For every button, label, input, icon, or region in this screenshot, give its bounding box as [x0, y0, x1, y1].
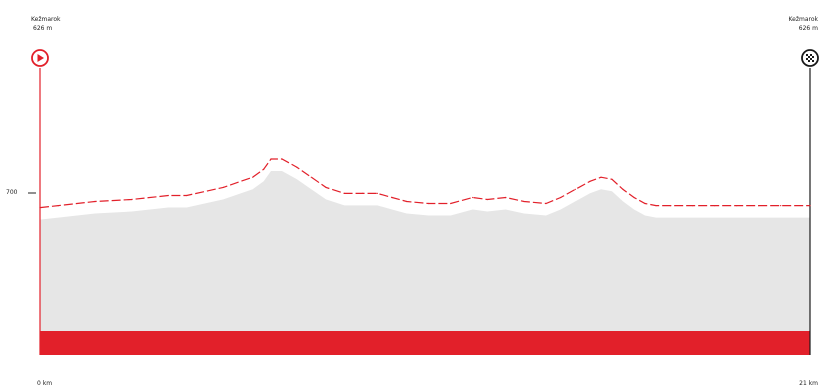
- road-baseline-band: [40, 331, 810, 355]
- elevation-point: [589, 180, 591, 182]
- elevation-point: [655, 205, 657, 207]
- elevation-point: [486, 198, 488, 201]
- elevation-point: [600, 176, 602, 178]
- start-altitude-label: 626 m: [33, 25, 53, 32]
- start-place-label: Kežmarok: [31, 16, 61, 23]
- elevation-point: [714, 205, 716, 207]
- start-km-label: 0 km: [37, 380, 53, 387]
- elevation-point: [131, 198, 133, 201]
- elevation-point: [692, 205, 694, 207]
- elevation-point: [94, 200, 96, 203]
- elevation-profile-line: [39, 158, 810, 209]
- elevation-point: [472, 196, 474, 199]
- elevation-point: [758, 205, 760, 207]
- y-tick-label: 700: [6, 189, 18, 196]
- elevation-point: [362, 192, 364, 194]
- elevation-point: [809, 205, 811, 207]
- elevation-point: [780, 205, 782, 207]
- elevation-point: [376, 192, 378, 194]
- elevation-point: [450, 202, 452, 205]
- elevation-point: [670, 205, 672, 207]
- elevation-point: [622, 188, 624, 190]
- elevation-point: [736, 205, 738, 207]
- finish-flag-icon: [801, 49, 819, 67]
- elevation-point: [310, 176, 312, 178]
- finish-place-label: Kežmarok: [788, 16, 818, 23]
- elevation-point: [270, 158, 272, 160]
- elevation-point: [343, 192, 345, 194]
- elevation-point: [252, 176, 254, 178]
- elevation-point: [505, 196, 507, 199]
- elevation-point: [325, 186, 327, 188]
- elevation-point: [391, 196, 393, 199]
- elevation-point: [263, 168, 265, 170]
- elevation-point: [39, 207, 41, 209]
- elevation-point: [281, 158, 283, 160]
- elevation-point: [57, 205, 59, 207]
- elevation-point: [560, 196, 562, 199]
- elevation-point: [428, 202, 430, 205]
- elevation-point: [167, 194, 169, 197]
- elevation-point: [545, 202, 547, 205]
- elevation-point: [633, 196, 635, 199]
- elevation-point: [523, 200, 525, 203]
- elevation-point: [611, 178, 613, 180]
- elevation-point: [222, 186, 224, 188]
- start-play-icon: [31, 49, 49, 67]
- elevation-point: [574, 188, 576, 190]
- elevation-point: [406, 200, 408, 203]
- elevation-profile-area: [40, 171, 810, 331]
- elevation-point: [296, 166, 298, 168]
- elevation-point: [186, 194, 188, 197]
- elevation-point: [644, 202, 646, 205]
- finish-km-label: 21 km: [799, 380, 818, 387]
- finish-altitude-label: 626 m: [798, 25, 818, 32]
